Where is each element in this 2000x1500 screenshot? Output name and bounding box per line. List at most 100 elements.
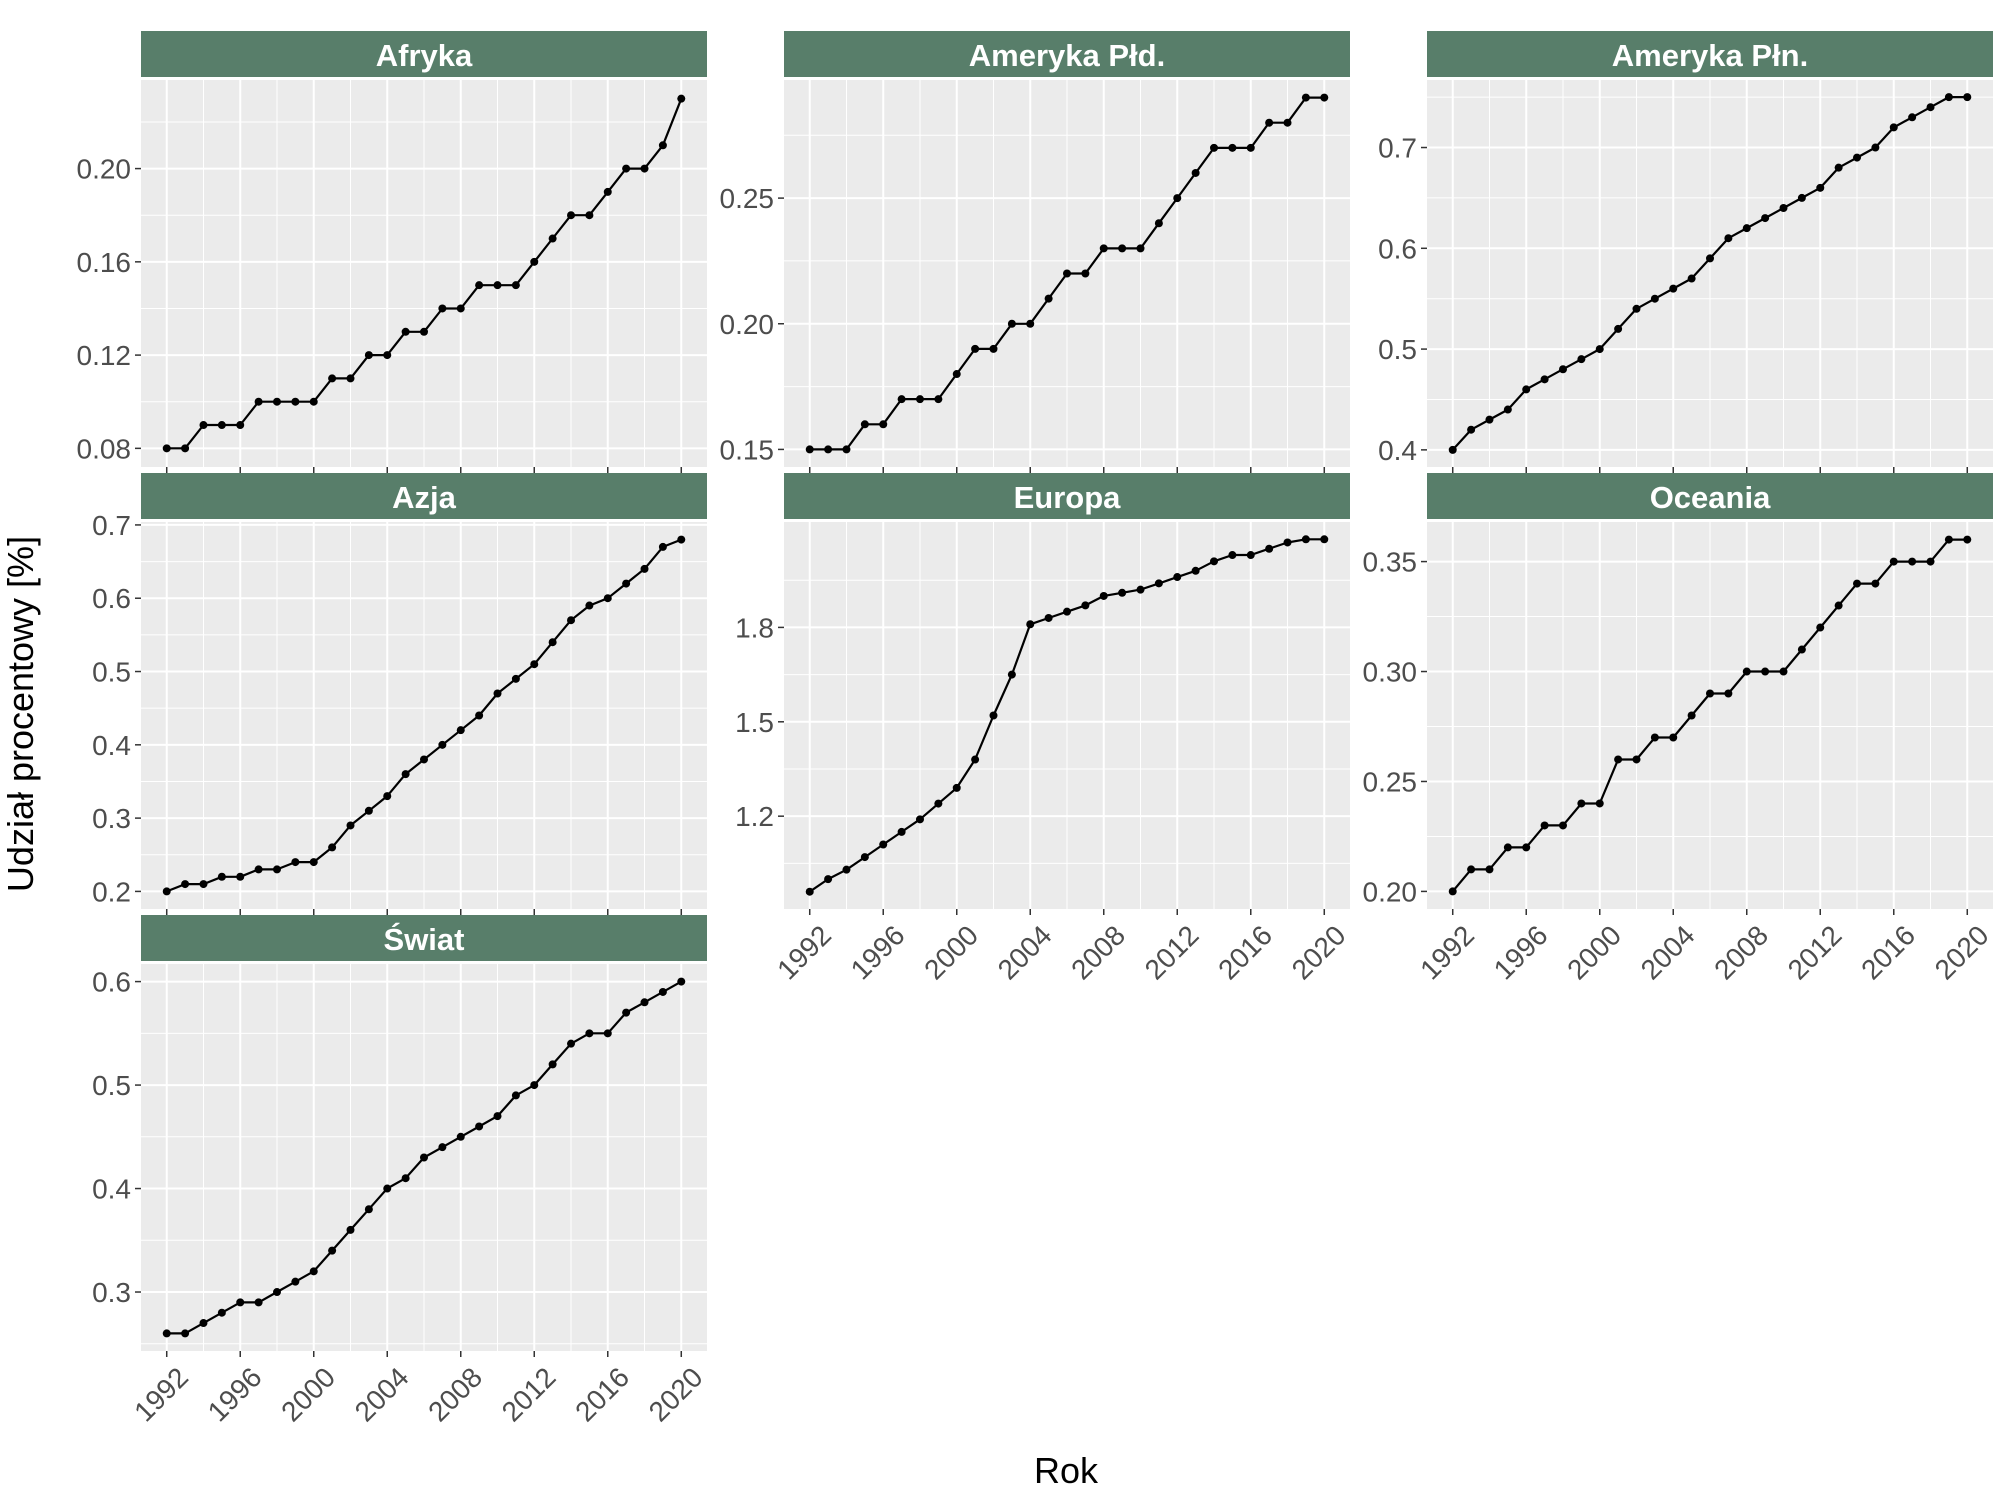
- data-point: [824, 445, 833, 454]
- data-point: [1761, 214, 1770, 223]
- data-point: [1485, 865, 1494, 874]
- data-point: [1246, 551, 1255, 560]
- y-tick-label: 0.7: [1378, 133, 1417, 164]
- data-point: [1081, 601, 1090, 610]
- x-tick-label: 2016: [569, 1361, 635, 1427]
- x-tick-label: 2012: [1139, 919, 1205, 985]
- y-tick-label: 1.2: [735, 801, 774, 832]
- data-point: [567, 616, 576, 625]
- data-point: [1816, 183, 1825, 192]
- data-point: [658, 987, 667, 996]
- data-point: [328, 374, 337, 383]
- data-point: [199, 1319, 208, 1328]
- data-point: [493, 1112, 502, 1121]
- data-point: [1081, 269, 1090, 278]
- data-point: [383, 1184, 392, 1193]
- data-point: [897, 827, 906, 836]
- x-tick-label: 1992: [771, 919, 837, 985]
- data-point: [1944, 93, 1953, 102]
- facet-title: Europa: [1014, 480, 1122, 515]
- data-point: [677, 94, 686, 103]
- data-point: [1448, 445, 1457, 454]
- data-point: [401, 1174, 410, 1183]
- data-point: [603, 187, 612, 196]
- facet-strip: [141, 473, 707, 519]
- data-point: [1503, 843, 1512, 852]
- data-point: [181, 880, 190, 889]
- data-point: [181, 1329, 190, 1338]
- data-point: [622, 1008, 631, 1017]
- data-point: [622, 579, 631, 588]
- data-point: [548, 234, 557, 243]
- y-tick-label: 0.12: [77, 340, 132, 371]
- data-point: [181, 444, 190, 453]
- data-point: [1063, 607, 1071, 616]
- data-point: [952, 783, 961, 792]
- data-point: [1136, 244, 1145, 253]
- x-tick-label: 1996: [845, 919, 911, 985]
- data-point: [640, 998, 649, 1007]
- facet-strip: [1427, 31, 1993, 77]
- data-point: [1834, 163, 1843, 172]
- data-point: [805, 445, 814, 454]
- data-point: [1154, 579, 1163, 588]
- y-tick-label: 0.5: [1378, 334, 1417, 365]
- data-point: [530, 257, 539, 266]
- y-tick-label: 0.20: [77, 154, 132, 185]
- data-point: [567, 1039, 576, 1048]
- data-point: [897, 395, 906, 404]
- x-tick-label: 2016: [1212, 919, 1278, 985]
- data-point: [603, 594, 612, 603]
- data-point: [199, 421, 208, 430]
- data-point: [272, 865, 281, 874]
- y-tick-label: 0.15: [720, 434, 775, 465]
- facet-title: Oceania: [1650, 480, 1771, 515]
- y-tick-label: 1.5: [735, 707, 774, 738]
- facet-strip: [1427, 473, 1993, 519]
- data-point: [1210, 557, 1219, 566]
- data-point: [438, 740, 447, 749]
- x-tick-label: 2004: [349, 1361, 415, 1427]
- data-point: [438, 304, 447, 313]
- data-point: [456, 1132, 465, 1141]
- data-point: [254, 865, 263, 874]
- data-point: [1632, 304, 1641, 313]
- data-point: [1908, 113, 1917, 122]
- x-tick-label: 2000: [918, 919, 984, 985]
- data-point: [934, 799, 943, 808]
- x-tick-label: 2004: [1635, 919, 1701, 985]
- y-tick-label: 0.4: [92, 730, 131, 761]
- data-point: [309, 397, 318, 406]
- x-tick-label: 2020: [1286, 919, 1352, 985]
- data-point: [364, 351, 373, 360]
- x-tick-label: 1992: [1414, 919, 1480, 985]
- data-point: [1191, 168, 1200, 177]
- data-point: [989, 344, 998, 353]
- data-point: [272, 1288, 281, 1297]
- data-point: [1118, 588, 1127, 597]
- facet-title: Świat: [384, 921, 465, 957]
- x-axis-title: Rok: [1034, 1450, 1099, 1491]
- data-point: [236, 1298, 245, 1307]
- facet-panel: Afryka 0.08 0.12 0.16 0.20: [77, 31, 707, 473]
- y-tick-label: 0.20: [1363, 876, 1418, 907]
- data-point: [1963, 93, 1972, 102]
- facet-strip: [784, 31, 1350, 77]
- data-point: [824, 875, 833, 884]
- data-point: [915, 395, 924, 404]
- x-tick-label: 2020: [643, 1361, 709, 1427]
- data-point: [1136, 585, 1145, 594]
- data-point: [1908, 557, 1917, 566]
- y-tick-label: 0.6: [92, 967, 131, 998]
- data-point: [1595, 799, 1604, 808]
- data-point: [364, 806, 373, 815]
- data-point: [915, 815, 924, 824]
- data-point: [291, 1277, 300, 1286]
- data-point: [236, 872, 245, 881]
- data-point: [1724, 234, 1733, 243]
- data-point: [1210, 143, 1219, 152]
- x-tick-label: 1996: [202, 1361, 268, 1427]
- x-tick-label: 1992: [128, 1361, 194, 1427]
- data-point: [1889, 557, 1898, 566]
- data-point: [1191, 566, 1200, 575]
